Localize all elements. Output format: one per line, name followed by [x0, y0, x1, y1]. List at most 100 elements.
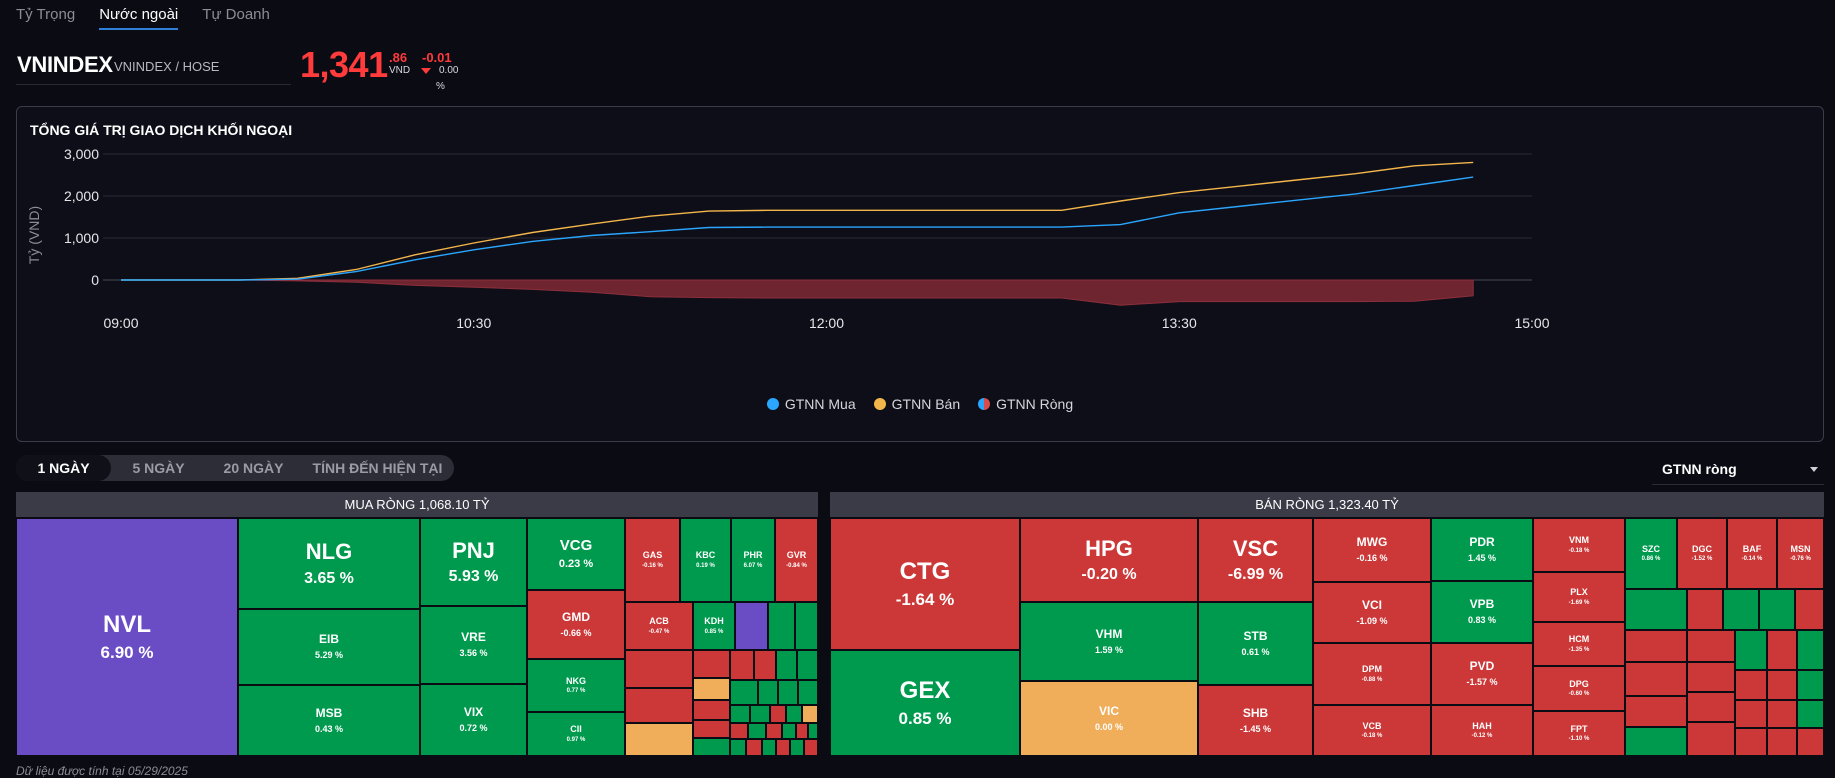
treemap-cell-small[interactable] [1735, 670, 1767, 700]
treemap-cell-small[interactable] [776, 739, 790, 756]
treemap-cell-small[interactable] [797, 650, 818, 680]
treemap-cell-small[interactable] [1687, 722, 1735, 756]
treemap-cell-gvr[interactable]: GVR -0.84 % [775, 518, 818, 602]
treemap-cell-small[interactable] [798, 680, 818, 705]
treemap-cell-small[interactable] [625, 723, 693, 756]
treemap-cell-hcm[interactable]: HCM -1.35 % [1533, 622, 1625, 666]
treemap-cell-small[interactable] [762, 739, 776, 756]
tab-ty-trong[interactable]: Tỷ Trọng [16, 6, 76, 23]
treemap-cell-small[interactable] [770, 705, 786, 723]
treemap-cell-small[interactable] [1767, 700, 1797, 728]
metric-select[interactable]: GTNN ròng [1652, 455, 1824, 485]
treemap-cell-small[interactable] [768, 602, 795, 650]
treemap-cell-small[interactable] [730, 739, 746, 756]
treemap-cell-small[interactable] [1767, 728, 1797, 756]
treemap-cell-small[interactable] [1687, 692, 1735, 722]
treemap-cell-acb[interactable]: ACB -0.47 % [625, 602, 693, 650]
treemap-cell-gmd[interactable]: GMD -0.66 % [527, 590, 625, 659]
treemap-cell-small[interactable] [1767, 630, 1797, 670]
treemap-cell-small[interactable] [735, 602, 768, 650]
treemap-cell-phr[interactable]: PHR 6.07 % [731, 518, 775, 602]
treemap-cell-fpt[interactable]: FPT -1.10 % [1533, 711, 1625, 756]
treemap-cell-vsc[interactable]: VSC -6.99 % [1198, 518, 1313, 602]
treemap-cell-szc[interactable]: SZC 0.86 % [1625, 518, 1677, 589]
treemap-cell-vic[interactable]: VIC 0.00 % [1020, 681, 1198, 756]
treemap-cell-small[interactable] [776, 650, 797, 680]
treemap-cell-vnm[interactable]: VNM -0.18 % [1533, 518, 1625, 572]
treemap-cell-vcb[interactable]: VCB -0.18 % [1313, 705, 1431, 756]
treemap-cell-small[interactable] [748, 723, 766, 739]
period-to-date[interactable]: TÍNH ĐẾN HIỆN TẠI [312, 460, 443, 476]
treemap-cell-pvd[interactable]: PVD -1.57 % [1431, 643, 1533, 705]
treemap-cell-small[interactable] [1625, 662, 1687, 696]
treemap-cell-small[interactable] [693, 700, 730, 720]
treemap-cell-small[interactable] [1797, 670, 1824, 700]
treemap-cell-nlg[interactable]: NLG 3.65 % [238, 518, 420, 609]
treemap-cell-pnj[interactable]: PNJ 5.93 % [420, 518, 527, 606]
treemap-cell-small[interactable] [1625, 696, 1687, 727]
treemap-cell-vci[interactable]: VCI -1.09 % [1313, 582, 1431, 643]
treemap-cell-small[interactable] [1735, 728, 1767, 756]
treemap-cell-small[interactable] [693, 720, 730, 738]
treemap-cell-small[interactable] [693, 738, 730, 756]
treemap-cell-dgc[interactable]: DGC -1.52 % [1677, 518, 1727, 589]
period-1-day[interactable]: 1 NGÀY [16, 455, 111, 481]
treemap-cell-small[interactable] [786, 705, 802, 723]
treemap-cell-small[interactable] [730, 705, 750, 723]
treemap-cell-dpm[interactable]: DPM -0.88 % [1313, 643, 1431, 705]
tab-tu-doanh[interactable]: Tự Doanh [202, 6, 270, 23]
treemap-cell-small[interactable] [1687, 662, 1735, 692]
treemap-cell-small[interactable] [1797, 700, 1824, 728]
treemap-cell-small[interactable] [693, 678, 730, 700]
treemap-cell-small[interactable] [693, 650, 730, 678]
treemap-cell-small[interactable] [766, 723, 782, 739]
treemap-cell-vhm[interactable]: VHM 1.59 % [1020, 602, 1198, 681]
treemap-cell-baf[interactable]: BAF -0.14 % [1727, 518, 1777, 589]
legend-item-mua[interactable]: GTNN Mua [766, 396, 856, 412]
treemap-cell-small[interactable] [1767, 670, 1797, 700]
treemap-cell-msb[interactable]: MSB 0.43 % [238, 685, 420, 756]
treemap-cell-gex[interactable]: GEX 0.85 % [830, 650, 1020, 756]
treemap-cell-small[interactable] [1625, 589, 1687, 630]
treemap-cell-gas[interactable]: GAS -0.16 % [625, 518, 680, 602]
treemap-cell-msn[interactable]: MSN -0.76 % [1777, 518, 1824, 589]
tab-nuoc-ngoai[interactable]: Nước ngoài [99, 6, 179, 30]
treemap-cell-vix[interactable]: VIX 0.72 % [420, 684, 527, 756]
treemap-cell-small[interactable] [746, 739, 762, 756]
treemap-cell-small[interactable] [1625, 630, 1687, 662]
treemap-cell-small[interactable] [758, 680, 778, 705]
treemap-cell-small[interactable] [1795, 589, 1824, 630]
treemap-cell-small[interactable] [1625, 727, 1687, 756]
treemap-cell-small[interactable] [754, 650, 776, 680]
treemap-cell-stb[interactable]: STB 0.61 % [1198, 602, 1313, 685]
treemap-cell-small[interactable] [808, 723, 818, 739]
treemap-cell-mwg[interactable]: MWG -0.16 % [1313, 518, 1431, 582]
treemap-cell-ctg[interactable]: CTG -1.64 % [830, 518, 1020, 650]
period-5-day[interactable]: 5 NGÀY [132, 460, 185, 476]
treemap-cell-small[interactable] [1797, 728, 1824, 756]
treemap-cell-dpg[interactable]: DPG -0.60 % [1533, 666, 1625, 711]
treemap-cell-cii[interactable]: CII 0.97 % [527, 712, 625, 756]
treemap-cell-small[interactable] [730, 723, 748, 739]
treemap-cell-small[interactable] [795, 602, 818, 650]
treemap-cell-small[interactable] [1735, 630, 1767, 670]
treemap-cell-small[interactable] [778, 680, 798, 705]
treemap-cell-kdh[interactable]: KDH 0.85 % [693, 602, 735, 650]
treemap-cell-kbc[interactable]: KBC 0.19 % [680, 518, 731, 602]
treemap-cell-small[interactable] [1759, 589, 1795, 630]
treemap-cell-shb[interactable]: SHB -1.45 % [1198, 685, 1313, 756]
treemap-cell-vpb[interactable]: VPB 0.83 % [1431, 581, 1533, 643]
legend-item-ban[interactable]: GTNN Bán [873, 396, 960, 412]
treemap-cell-small[interactable] [1735, 700, 1767, 728]
treemap-cell-nvl[interactable]: NVL 6.90 % [16, 518, 238, 756]
treemap-cell-small[interactable] [804, 739, 818, 756]
treemap-cell-hah[interactable]: HAH -0.12 % [1431, 705, 1533, 756]
treemap-cell-small[interactable] [625, 650, 693, 688]
treemap-cell-small[interactable] [730, 680, 758, 705]
treemap-cell-small[interactable] [1687, 630, 1735, 662]
treemap-cell-small[interactable] [802, 705, 818, 723]
treemap-cell-small[interactable] [1687, 589, 1723, 630]
period-20-day[interactable]: 20 NGÀY [223, 460, 284, 476]
treemap-cell-pdr[interactable]: PDR 1.45 % [1431, 518, 1533, 581]
treemap-cell-nkg[interactable]: NKG 0.77 % [527, 659, 625, 712]
